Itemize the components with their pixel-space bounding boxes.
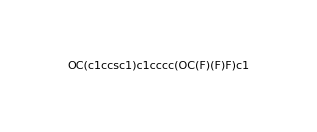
Text: OC(c1ccsc1)c1cccc(OC(F)(F)F)c1: OC(c1ccsc1)c1cccc(OC(F)(F)F)c1: [68, 61, 249, 71]
